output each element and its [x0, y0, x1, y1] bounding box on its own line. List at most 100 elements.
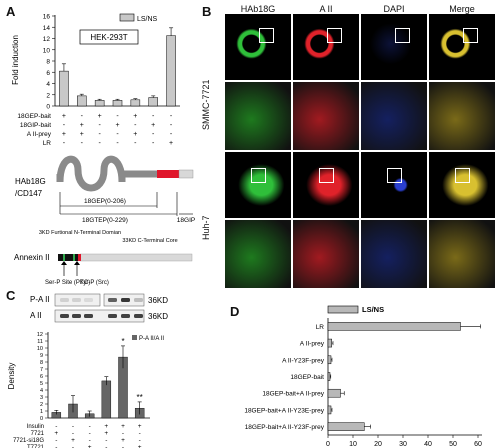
panel-a-row-mark: +: [62, 113, 66, 120]
micrograph-hab18g: [225, 14, 291, 80]
panel-c-row-mark: -: [139, 437, 141, 444]
panel-a-row-mark: -: [63, 122, 66, 129]
panel-c-sig-2: **: [137, 393, 143, 402]
panel-d-bar: [327, 405, 332, 415]
panel-a-row-mark: -: [134, 140, 137, 147]
panel-b-col-dapi: DAPI: [383, 4, 405, 14]
blot-band-pa2: [108, 298, 117, 302]
panel-a-row-mark: -: [81, 113, 84, 120]
panel-d-xtick-label: 60: [474, 441, 482, 448]
schematic: HAb18G /CD147 18GEP(0-206) 18GTEP(0-229)…: [14, 155, 195, 286]
micrograph-dapi: [361, 14, 427, 80]
panel-c-row-mark: +: [138, 423, 142, 430]
panel-d-xtick-label: 40: [424, 441, 432, 448]
panel-a-row-mark: -: [170, 122, 173, 129]
panel-d-bar: [327, 322, 461, 331]
panel-c-ytick-label: 6: [40, 374, 43, 380]
panel-c-ytick-label: 10: [37, 346, 43, 352]
panel-c-row-mark: -: [72, 444, 74, 448]
panel-c-row-mark: -: [105, 437, 107, 444]
annexin-n-domain: [58, 254, 80, 261]
panel-c-sig-1: *: [121, 337, 124, 346]
panel-a-ytick-label: 6: [46, 70, 50, 77]
blot-band-a2: [60, 314, 69, 318]
panel-a-row-label: 18GIP-bait: [20, 122, 51, 129]
blot-band-pa2: [84, 298, 93, 302]
panel-c-row-label: Insulin: [27, 424, 44, 430]
micrograph-merge: [429, 220, 495, 288]
blot-band-pa2: [121, 298, 130, 302]
panel-a-row-mark: -: [116, 113, 119, 120]
panel-c-row-mark: +: [54, 430, 58, 437]
panel-c-row-mark: -: [55, 423, 57, 430]
panel-d-legend-text: LS/NS: [362, 305, 384, 314]
blot-band-a2: [108, 314, 117, 318]
panel-a-chart: Fold induction 0 2 4 6 8 10 12 14 16 LS/NS HEK-2…: [11, 14, 180, 147]
zoom-box: [455, 168, 470, 183]
panel-c-ytick-label: 3: [40, 395, 43, 401]
schematic-gtep-label: 18GTEP(0-229): [82, 217, 128, 224]
panel-c-row-label: 7721: [31, 431, 45, 437]
panel-c-row-mark: -: [72, 430, 74, 437]
panel-b-label: B: [202, 4, 212, 19]
panel-a-bar: [77, 95, 87, 107]
panel-d-chart: LS/NS 0 10 20 30 40 50 60 LR A II-prey A II-Y23F…: [244, 305, 482, 448]
panel-d-legend-swatch: [327, 305, 359, 314]
panel-d-category-label: 18GEP-bait+A II-Y23E-prey: [244, 407, 324, 414]
panel-c-ytick-label: 8: [40, 360, 43, 366]
panel-a-row-mark: -: [170, 131, 173, 138]
micrograph-merge: [429, 14, 495, 80]
panel-a-row-mark: -: [152, 131, 155, 138]
panel-a-row-mark: -: [63, 140, 66, 147]
panel-a-row-mark: +: [80, 131, 84, 138]
panel-d-category-label: 18GEP-bait+A II-Y23F-prey: [245, 424, 325, 431]
panel-d-category-label: 18GEP-bait+A II-prey: [262, 391, 324, 398]
panel-c-ytick-label: 5: [40, 381, 43, 387]
panel-d-xtick-label: 10: [349, 441, 357, 448]
panel-c-ytick-label: 1: [40, 409, 43, 415]
panel-c-row-mark: +: [104, 430, 108, 437]
blot-band-pa2: [134, 298, 143, 302]
panel-a-row-mark: +: [62, 131, 66, 138]
panel-c-y-label: Density: [7, 363, 16, 390]
panel-c-chart: P-A II A II 36KD 36KD Density P-A II/A I…: [7, 293, 168, 448]
schematic-cterm-label: 33KD C-Terminal Core: [122, 238, 177, 244]
panel-c-row-mark: -: [122, 444, 124, 448]
panel-d-xtick-label: 0: [326, 441, 330, 448]
panel-a-row-mark: -: [170, 113, 173, 120]
annexin-core: [79, 253, 193, 262]
panel-c-kd-2: 36KD: [148, 312, 168, 321]
panel-d-label: D: [230, 304, 240, 319]
schematic-annexin-label: Annexin II: [14, 253, 50, 262]
panel-a-row-mark: +: [98, 113, 102, 120]
annexin-site-red: [78, 254, 81, 261]
panel-a-bar: [130, 99, 141, 107]
panel-a-row-mark: +: [133, 113, 137, 120]
panel-c-ytick-label: 12: [37, 332, 43, 338]
zoom-box: [463, 28, 478, 43]
serp-arrowhead: [61, 261, 67, 265]
zoom-box: [387, 168, 402, 183]
panel-c-row-mark: +: [121, 437, 125, 444]
panel-c-label: C: [6, 288, 16, 303]
panel-c-ytick-label: 2: [40, 402, 43, 408]
micrograph-dapi: [361, 82, 427, 150]
panel-c-row-label: 7721-si18G: [13, 438, 44, 444]
panel-c-row-mark: -: [89, 430, 91, 437]
panel-a-row-mark: +: [133, 131, 137, 138]
panel-a-ytick-label: 12: [43, 36, 51, 43]
panel-b-col-hab18g: HAb18G: [240, 4, 276, 14]
schematic-cd147-label-2: /CD147: [15, 189, 43, 198]
blot-band-pa2: [72, 298, 81, 302]
panel-a-cellline-box: [79, 29, 139, 45]
zoom-box: [251, 168, 266, 183]
panel-c-row-mark: -: [55, 437, 57, 444]
panel-d-xtick-label: 30: [399, 441, 407, 448]
blot-a2: [54, 309, 145, 323]
panel-a-row-mark: -: [116, 131, 119, 138]
blot-band-pa2: [60, 298, 69, 302]
micrograph-hab18g: [225, 152, 291, 218]
blot-band-a2: [72, 314, 81, 318]
panel-c-kd-1: 36KD: [148, 296, 168, 305]
panel-a-row-label: A II-prey: [27, 131, 52, 138]
